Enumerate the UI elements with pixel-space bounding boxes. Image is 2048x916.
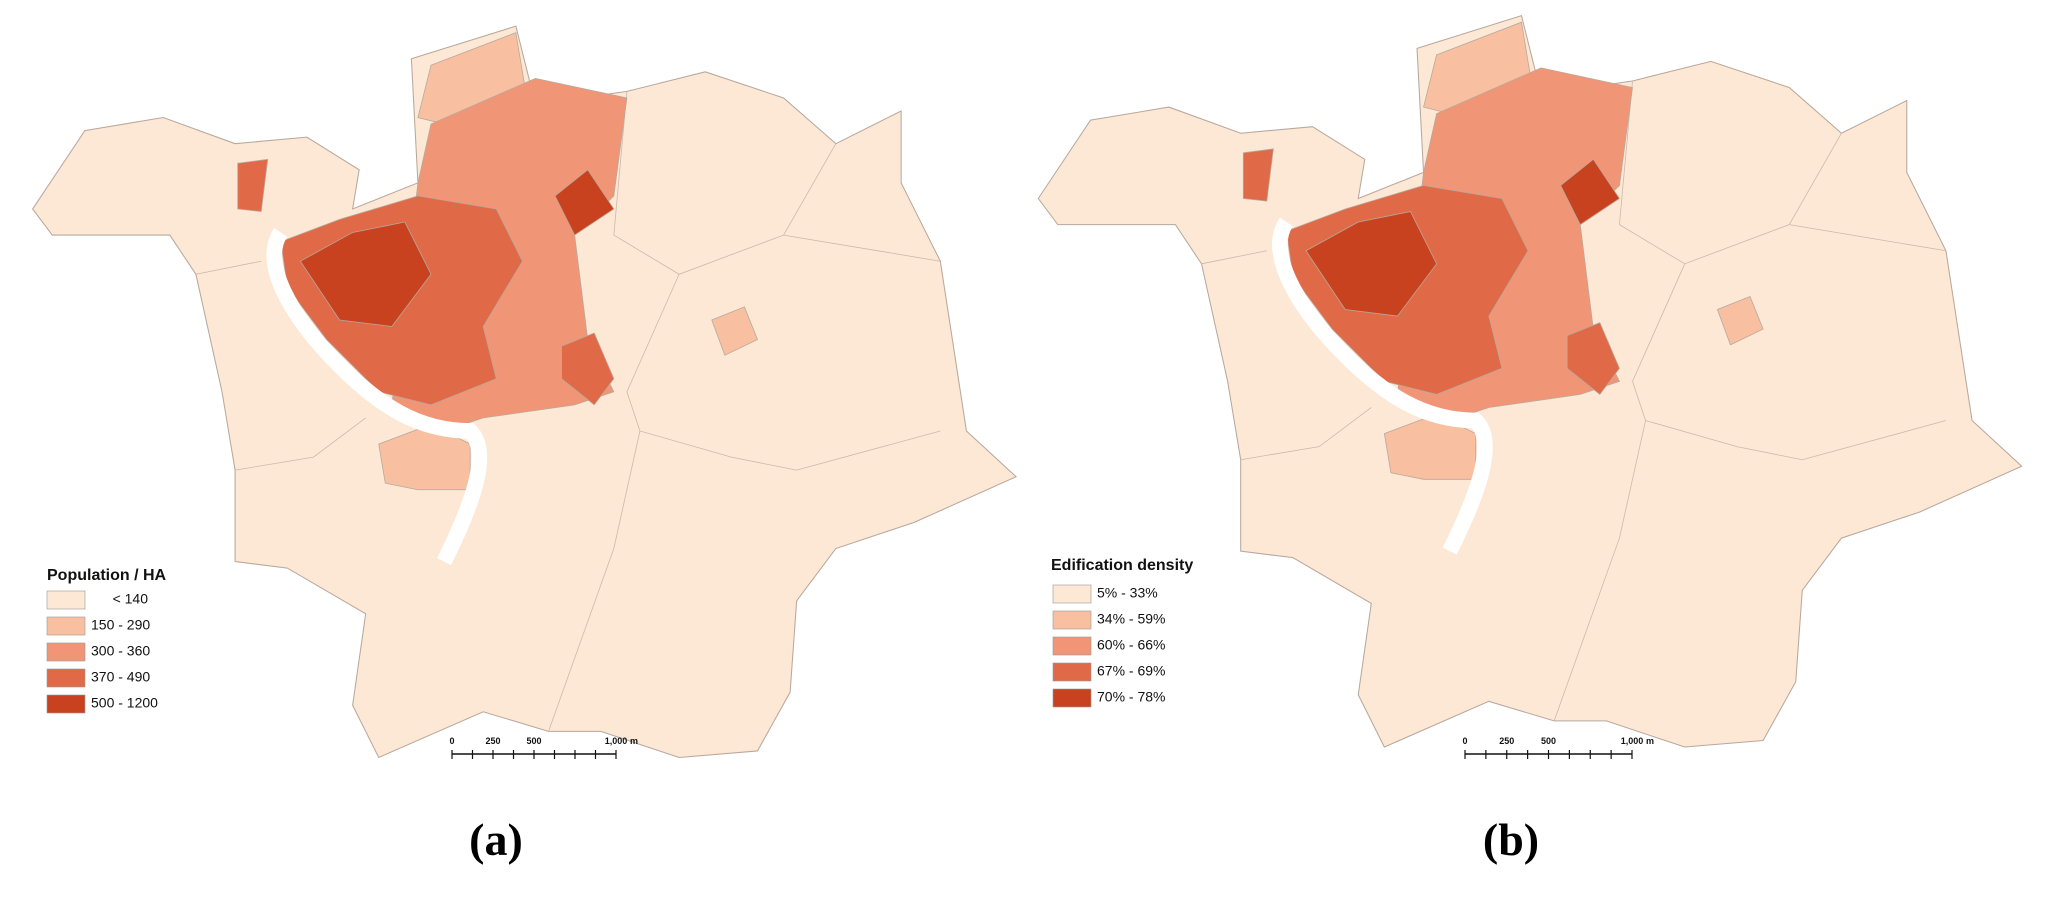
legend-label: 34% - 59% <box>1097 611 1165 627</box>
legend-swatch <box>1052 610 1092 630</box>
legend-label: 67% - 69% <box>1097 663 1165 679</box>
legend-swatch <box>46 642 86 662</box>
scale-label: 250 <box>1499 736 1514 746</box>
legend-label: 370 - 490 <box>91 669 150 685</box>
scale-unit: m <box>630 736 638 746</box>
map-a <box>33 26 1016 757</box>
legend-swatch <box>46 590 86 610</box>
legend-swatch <box>1052 636 1092 656</box>
scale-label: 500 <box>526 736 541 746</box>
legend-swatch <box>1052 662 1092 682</box>
legend-label: 150 - 290 <box>91 617 150 633</box>
panel-label: (b) <box>1483 814 1539 865</box>
scale-label: 0 <box>449 736 454 746</box>
legend-label: 300 - 360 <box>91 643 150 659</box>
legend-label: 5% - 33% <box>1097 585 1158 601</box>
map-b <box>1038 16 2021 747</box>
legend-title: Population / HA <box>47 567 167 584</box>
legend-label: 60% - 66% <box>1097 637 1165 653</box>
legend-swatch <box>1052 688 1092 708</box>
scale-label: 1,000 <box>1621 736 1644 746</box>
legend-label: 500 - 1200 <box>91 695 158 711</box>
legend-swatch <box>46 668 86 688</box>
panel-label: (a) <box>469 814 523 865</box>
scale-label: 1,000 <box>605 736 628 746</box>
scale-label: 250 <box>485 736 500 746</box>
legend-title: Edification density <box>1051 557 1193 574</box>
legend-swatch <box>46 694 86 714</box>
scale-label: 500 <box>1541 736 1556 746</box>
scale-label: 0 <box>1462 736 1467 746</box>
legend-label: < 140 <box>113 591 149 607</box>
legend-label: 70% - 78% <box>1097 689 1165 705</box>
scale-unit: m <box>1646 736 1654 746</box>
legend-swatch <box>1052 584 1092 604</box>
legend-swatch <box>46 616 86 636</box>
